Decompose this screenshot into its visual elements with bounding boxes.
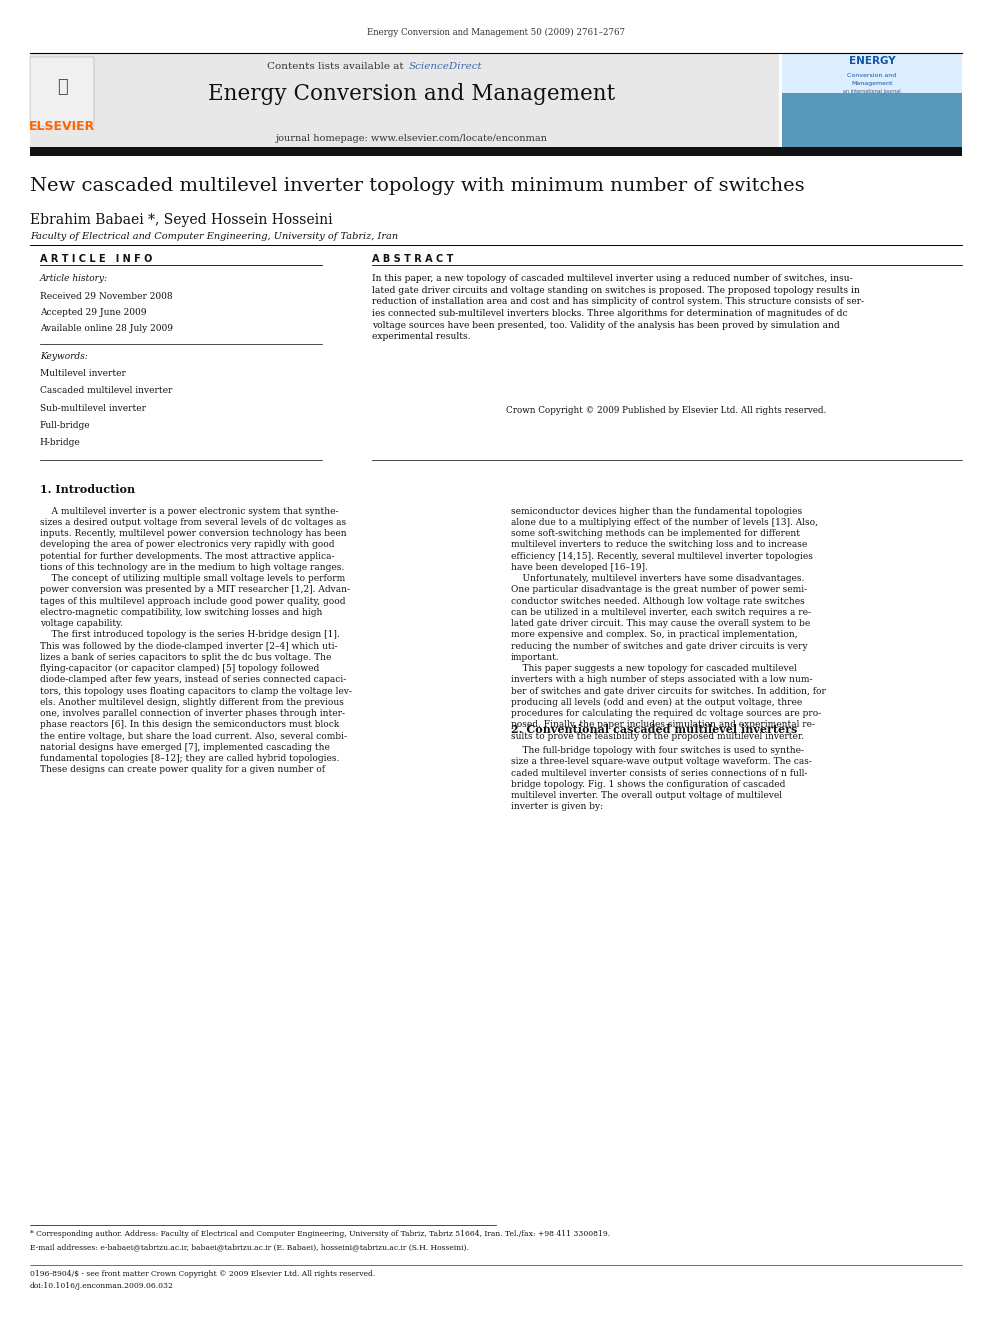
Text: In this paper, a new topology of cascaded multilevel inverter using a reduced nu: In this paper, a new topology of cascade… [372, 274, 864, 341]
Text: Management: Management [851, 81, 893, 86]
Text: ELSEVIER: ELSEVIER [29, 120, 95, 134]
Text: New cascaded multilevel inverter topology with minimum number of switches: New cascaded multilevel inverter topolog… [30, 177, 805, 196]
Bar [30, 147, 962, 156]
Text: Cascaded multilevel inverter: Cascaded multilevel inverter [40, 386, 172, 396]
Text: H-bridge: H-bridge [40, 438, 80, 447]
Text: E-mail addresses: e-babaei@tabrizu.ac.ir, babaei@tabrizu.ac.ir (E. Babaei), hoss: E-mail addresses: e-babaei@tabrizu.ac.ir… [30, 1244, 468, 1252]
Text: Accepted 29 June 2009: Accepted 29 June 2009 [40, 308, 146, 318]
Text: Multilevel inverter: Multilevel inverter [40, 369, 126, 378]
Text: Full-bridge: Full-bridge [40, 421, 90, 430]
Bar [30, 57, 94, 126]
Text: journal homepage: www.elsevier.com/locate/enconman: journal homepage: www.elsevier.com/locat… [276, 134, 548, 143]
Text: A multilevel inverter is a power electronic system that synthe-
sizes a desired : A multilevel inverter is a power electro… [40, 507, 351, 774]
Text: 2. Conventional cascaded multilevel inverters: 2. Conventional cascaded multilevel inve… [511, 724, 798, 734]
Bar [30, 54, 779, 151]
Text: Sub-multilevel inverter: Sub-multilevel inverter [40, 404, 146, 413]
Text: * Corresponding author. Address: Faculty of Electrical and Computer Engineering,: * Corresponding author. Address: Faculty… [30, 1230, 610, 1238]
Text: Energy Conversion and Management: Energy Conversion and Management [208, 83, 615, 106]
Text: 1. Introduction: 1. Introduction [40, 484, 135, 495]
Text: an international journal: an international journal [843, 89, 901, 94]
Text: A B S T R A C T: A B S T R A C T [372, 254, 453, 265]
Text: Available online 28 July 2009: Available online 28 July 2009 [40, 324, 173, 333]
Text: semiconductor devices higher than the fundamental topologies
alone due to a mult: semiconductor devices higher than the fu… [511, 507, 825, 741]
Text: The full-bridge topology with four switches is used to synthe-
size a three-leve: The full-bridge topology with four switc… [511, 746, 811, 811]
Text: Faculty of Electrical and Computer Engineering, University of Tabriz, Iran: Faculty of Electrical and Computer Engin… [30, 232, 398, 241]
Text: ENERGY: ENERGY [848, 56, 896, 66]
Text: Article history:: Article history: [40, 274, 108, 283]
Text: 🌳: 🌳 [57, 78, 67, 97]
Text: Keywords:: Keywords: [40, 352, 87, 361]
Text: Crown Copyright © 2009 Published by Elsevier Ltd. All rights reserved.: Crown Copyright © 2009 Published by Else… [507, 406, 826, 415]
Text: Energy Conversion and Management 50 (2009) 2761–2767: Energy Conversion and Management 50 (200… [367, 28, 625, 37]
Text: Contents lists available at: Contents lists available at [267, 62, 407, 71]
Text: ScienceDirect: ScienceDirect [409, 62, 482, 71]
Text: Conversion and: Conversion and [847, 73, 897, 78]
Bar [782, 53, 962, 93]
Text: 0196-8904/$ - see front matter Crown Copyright © 2009 Elsevier Ltd. All rights r: 0196-8904/$ - see front matter Crown Cop… [30, 1270, 375, 1278]
Text: Ebrahim Babaei *, Seyed Hossein Hosseini: Ebrahim Babaei *, Seyed Hossein Hosseini [30, 213, 332, 228]
Text: doi:10.1016/j.enconman.2009.06.032: doi:10.1016/j.enconman.2009.06.032 [30, 1282, 174, 1290]
Bar [782, 53, 962, 148]
Text: Received 29 November 2008: Received 29 November 2008 [40, 292, 173, 302]
Text: A R T I C L E   I N F O: A R T I C L E I N F O [40, 254, 152, 265]
